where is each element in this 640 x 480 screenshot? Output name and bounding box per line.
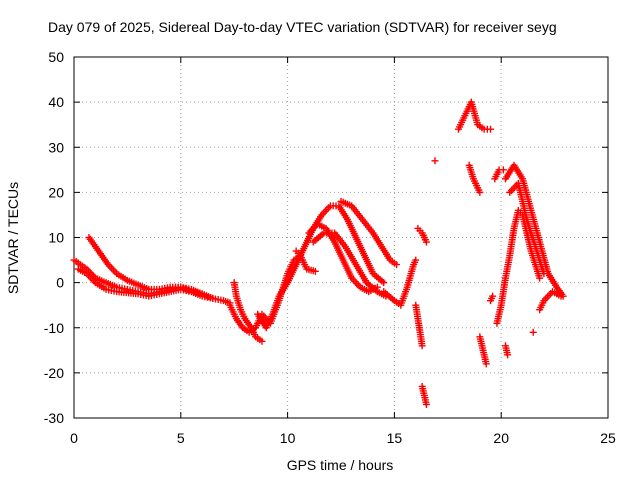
- data-point: [258, 337, 266, 345]
- data-point: [482, 360, 490, 368]
- data-point: [536, 274, 544, 282]
- series-arc-mid-4: [337, 197, 401, 269]
- series-arc-peak-2: [465, 161, 484, 196]
- series-arc-peak-4: [487, 292, 497, 305]
- y-tick-label: 20: [48, 184, 64, 200]
- data-point: [476, 188, 484, 196]
- x-tick-label: 15: [387, 430, 403, 446]
- data-point: [557, 292, 565, 300]
- series-arc-mid-1: [254, 202, 388, 332]
- x-tick-label: 5: [177, 430, 185, 446]
- y-tick-label: 50: [48, 49, 64, 65]
- data-point: [529, 328, 537, 336]
- y-tick-label: 10: [48, 230, 64, 246]
- y-axis-label: SDTVAR / TECUs: [5, 182, 21, 294]
- series-arc-pm-2: [412, 301, 426, 350]
- series-arc-late-3: [501, 342, 512, 359]
- series-arc-peak-1: [454, 98, 495, 133]
- series-arc-pm-4: [418, 382, 430, 408]
- data-point: [393, 261, 401, 269]
- data-point: [209, 294, 217, 302]
- series-arc-peak-3: [476, 333, 490, 368]
- y-tick-label: 30: [48, 139, 64, 155]
- chart-title: Day 079 of 2025, Sidereal Day-to-day VTE…: [48, 19, 557, 35]
- data-point: [198, 290, 206, 298]
- series-arc-late-1: [491, 166, 507, 183]
- data-point: [418, 342, 426, 350]
- series-arc-dip-2: [230, 279, 266, 345]
- y-tick-label: 0: [56, 275, 64, 291]
- data-point: [422, 400, 430, 408]
- x-tick-label: 25: [600, 430, 616, 446]
- series-arc-late-7: [536, 288, 565, 314]
- series-arc-pm-3: [414, 224, 430, 246]
- x-tick-label: 0: [70, 430, 78, 446]
- series-arc-mid-5: [292, 247, 319, 275]
- y-tick-label: -10: [44, 320, 64, 336]
- data-series: [70, 98, 567, 408]
- axis-ticks: 0 5 10 15 20 25 -30 -20 -10 0 10 20 30 40 50: [44, 49, 616, 446]
- series-arc-late-6: [529, 328, 537, 336]
- data-point: [412, 256, 420, 264]
- data-point: [311, 267, 319, 275]
- x-axis-label: GPS time / hours: [287, 457, 394, 473]
- series-arc-pm-5: [431, 157, 439, 165]
- y-tick-label: -20: [44, 365, 64, 381]
- series-arc-late-5: [506, 179, 548, 278]
- data-point: [499, 166, 507, 174]
- x-tick-label: 20: [493, 430, 509, 446]
- data-point: [380, 279, 388, 287]
- data-point: [504, 351, 512, 359]
- y-tick-label: -30: [44, 410, 64, 426]
- data-point: [422, 238, 430, 246]
- data-point: [540, 270, 548, 278]
- x-tick-label: 10: [280, 430, 296, 446]
- data-point: [431, 157, 439, 165]
- grid-lines: [74, 57, 608, 418]
- data-point: [489, 292, 497, 300]
- data-point: [487, 125, 495, 133]
- y-tick-label: 40: [48, 94, 64, 110]
- series-arc-early-3: [74, 265, 206, 300]
- series-arc-pm-1: [380, 256, 420, 309]
